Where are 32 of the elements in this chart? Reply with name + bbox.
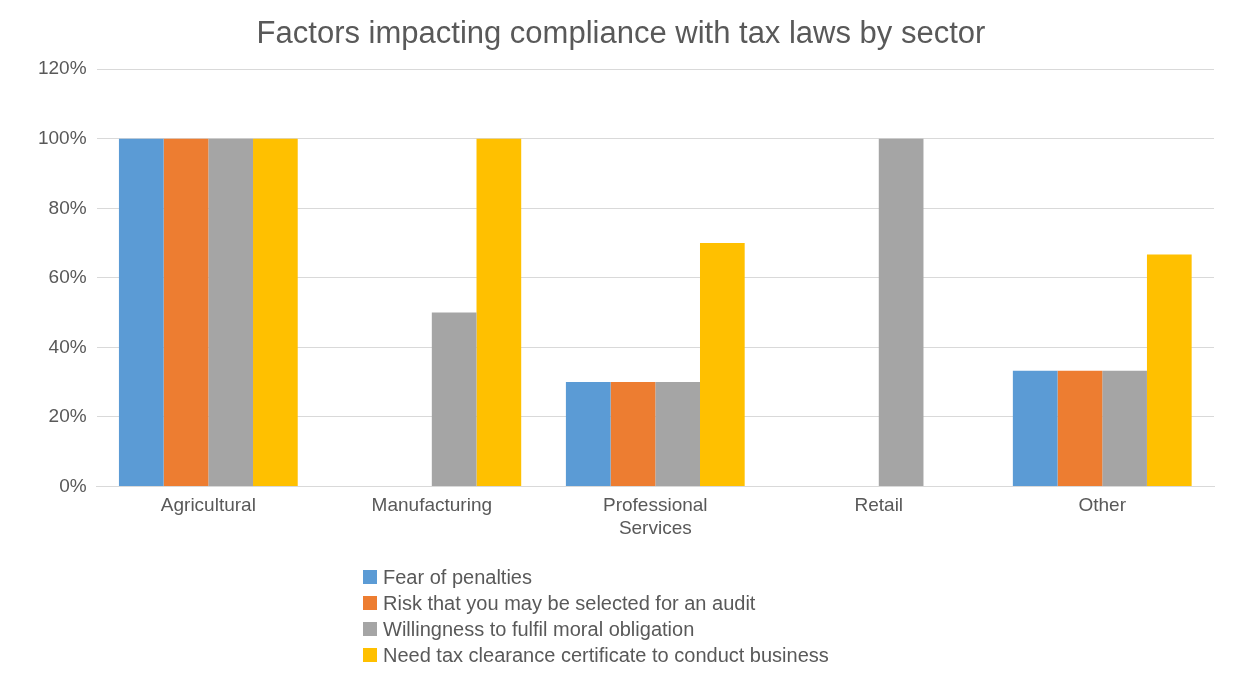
y-tick-label: 20% [48, 405, 87, 427]
bar [431, 312, 477, 486]
x-tick-label: Agricultural [160, 494, 256, 516]
legend-label: Willingness to fulfil moral obligation [383, 617, 695, 641]
bar [565, 382, 611, 486]
bar [208, 138, 254, 486]
legend-label: Need tax clearance certificate to conduct business [383, 643, 829, 667]
x-tick-label: Professional Services [603, 494, 708, 538]
x-tick-label: Retail [854, 494, 904, 516]
bar [1146, 254, 1192, 486]
bar [1102, 370, 1147, 486]
y-tick-label: 60% [48, 266, 87, 288]
y-tick-label: 120% [37, 57, 87, 79]
y-tick-label: 0% [59, 474, 87, 496]
bar [118, 138, 164, 486]
legend-label: Risk that you may be selected for an audit [383, 591, 756, 615]
bar [476, 138, 522, 486]
y-tick-label: 40% [48, 335, 87, 357]
y-tick-label: 100% [37, 126, 87, 148]
x-tick-label: Manufacturing [371, 494, 493, 516]
bar [878, 138, 924, 486]
bar [253, 138, 298, 486]
chart-title: Factors impacting compliance with tax laws by sector [256, 15, 986, 51]
x-tick-label: Other [1078, 494, 1127, 516]
bar [610, 382, 656, 486]
bar [1057, 370, 1103, 486]
bar [699, 243, 745, 486]
bar [163, 138, 209, 486]
y-tick-label: 80% [48, 196, 87, 218]
legend-label: Fear of penalties [383, 565, 532, 589]
bar [655, 382, 700, 486]
bar [1012, 370, 1058, 486]
